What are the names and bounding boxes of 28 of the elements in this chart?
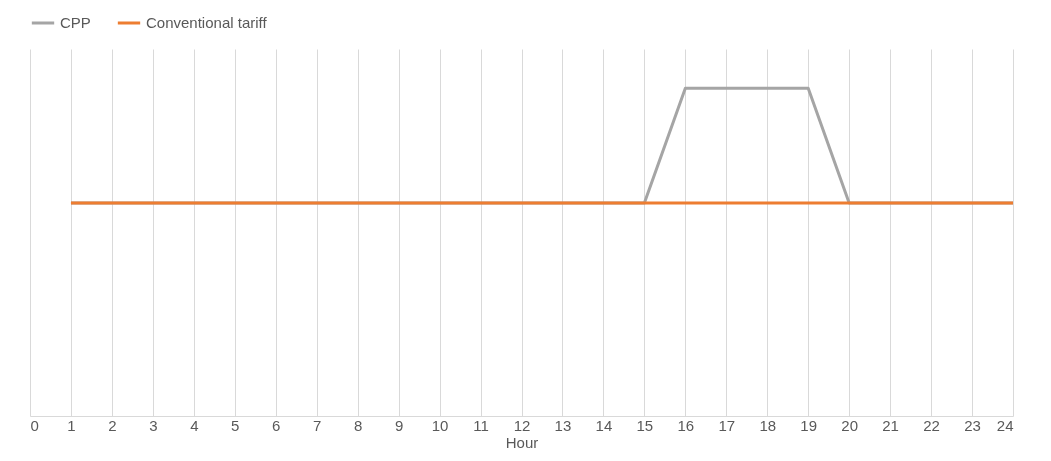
x-tick-label: 19 <box>800 416 818 434</box>
x-tick-label: 13 <box>554 416 572 434</box>
x-tick-label: 6 <box>272 416 281 434</box>
x-tick-label: 10 <box>431 416 449 434</box>
x-tick-label: 18 <box>759 416 777 434</box>
x-tick-label: 16 <box>677 416 695 434</box>
x-tick-label: 11 <box>473 416 489 434</box>
x-tick-label: 14 <box>595 416 613 434</box>
x-tick-label: 17 <box>718 416 736 434</box>
x-tick-label: 3 <box>149 416 158 434</box>
x-tick-label: 15 <box>636 416 654 434</box>
x-tick-label: 0 <box>30 416 39 434</box>
x-tick-label: 24 <box>996 416 1014 434</box>
x-tick-label: 22 <box>923 416 940 434</box>
x-tick-label: 23 <box>964 416 981 434</box>
x-tick-label: 1 <box>67 416 76 434</box>
x-axis-title: Hour <box>505 433 539 451</box>
legend-label: Conventional tariff <box>146 14 268 31</box>
x-tick-label: 20 <box>841 416 859 434</box>
x-tick-label: 4 <box>190 416 199 434</box>
x-tick-label: 8 <box>353 416 363 434</box>
legend-label: CPP <box>60 14 91 31</box>
x-tick-label: 9 <box>394 416 404 434</box>
x-tick-label: 2 <box>108 416 117 434</box>
x-tick-label: 5 <box>231 416 240 434</box>
x-tick-label: 21 <box>882 416 899 434</box>
x-tick-label: 12 <box>513 416 531 434</box>
x-tick-label: 7 <box>313 416 322 434</box>
